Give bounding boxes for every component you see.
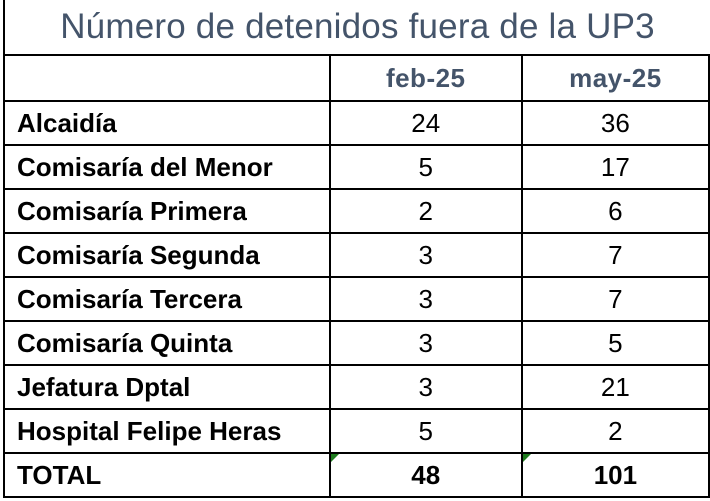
row-label[interactable]: Hospital Felipe Heras bbox=[3, 408, 331, 454]
total-feb-cell[interactable]: 48 bbox=[328, 452, 523, 498]
cell-feb[interactable]: 3 bbox=[328, 232, 523, 278]
cell-feb[interactable]: 24 bbox=[328, 100, 523, 146]
row-label[interactable]: Jefatura Dptal bbox=[3, 364, 331, 410]
row-label[interactable]: Comisaría Primera bbox=[3, 188, 331, 234]
cell-may[interactable]: 36 bbox=[520, 100, 710, 146]
cell-may[interactable]: 17 bbox=[520, 144, 710, 190]
table-row: Alcaidía 24 36 bbox=[3, 100, 710, 146]
row-label[interactable]: Comisaría del Menor bbox=[3, 144, 331, 190]
table-row: Comisaría del Menor 5 17 bbox=[3, 144, 710, 190]
cell-may[interactable]: 6 bbox=[520, 188, 710, 234]
cell-feb[interactable]: 3 bbox=[328, 364, 523, 410]
table-row: Comisaría Tercera 3 7 bbox=[3, 276, 710, 322]
column-header-may[interactable]: may-25 bbox=[520, 54, 710, 102]
formula-marker-icon bbox=[330, 454, 339, 462]
row-label[interactable]: Comisaría Quinta bbox=[3, 320, 331, 366]
header-row: feb-25 may-25 bbox=[3, 54, 710, 102]
row-label[interactable]: Alcaidía bbox=[3, 100, 331, 146]
total-feb-value: 48 bbox=[411, 459, 441, 490]
table-row: Comisaría Quinta 3 5 bbox=[3, 320, 710, 366]
cell-feb[interactable]: 5 bbox=[328, 144, 523, 190]
header-empty-cell[interactable] bbox=[3, 54, 331, 102]
cell-may[interactable]: 21 bbox=[520, 364, 710, 410]
row-label[interactable]: Comisaría Tercera bbox=[3, 276, 331, 322]
cell-feb[interactable]: 2 bbox=[328, 188, 523, 234]
table-row: Jefatura Dptal 3 21 bbox=[3, 364, 710, 410]
total-row: TOTAL 48 101 bbox=[3, 452, 710, 498]
row-label[interactable]: Comisaría Segunda bbox=[3, 232, 331, 278]
cell-may[interactable]: 7 bbox=[520, 276, 710, 322]
table-title: Número de detenidos fuera de la UP3 bbox=[3, 0, 710, 54]
total-may-cell[interactable]: 101 bbox=[520, 452, 710, 498]
column-header-feb[interactable]: feb-25 bbox=[328, 54, 523, 102]
cell-may[interactable]: 5 bbox=[520, 320, 710, 366]
total-may-value: 101 bbox=[593, 459, 638, 490]
cell-may[interactable]: 2 bbox=[520, 408, 710, 454]
cell-feb[interactable]: 5 bbox=[328, 408, 523, 454]
total-label[interactable]: TOTAL bbox=[3, 452, 331, 498]
formula-marker-icon bbox=[522, 454, 531, 462]
table-row: Comisaría Segunda 3 7 bbox=[3, 232, 710, 278]
cell-may[interactable]: 7 bbox=[520, 232, 710, 278]
table-row: Hospital Felipe Heras 5 2 bbox=[3, 408, 710, 454]
detainees-table: feb-25 may-25 Alcaidía 24 36 Comisaría d… bbox=[3, 54, 710, 498]
cell-feb[interactable]: 3 bbox=[328, 320, 523, 366]
table-row: Comisaría Primera 2 6 bbox=[3, 188, 710, 234]
cell-feb[interactable]: 3 bbox=[328, 276, 523, 322]
